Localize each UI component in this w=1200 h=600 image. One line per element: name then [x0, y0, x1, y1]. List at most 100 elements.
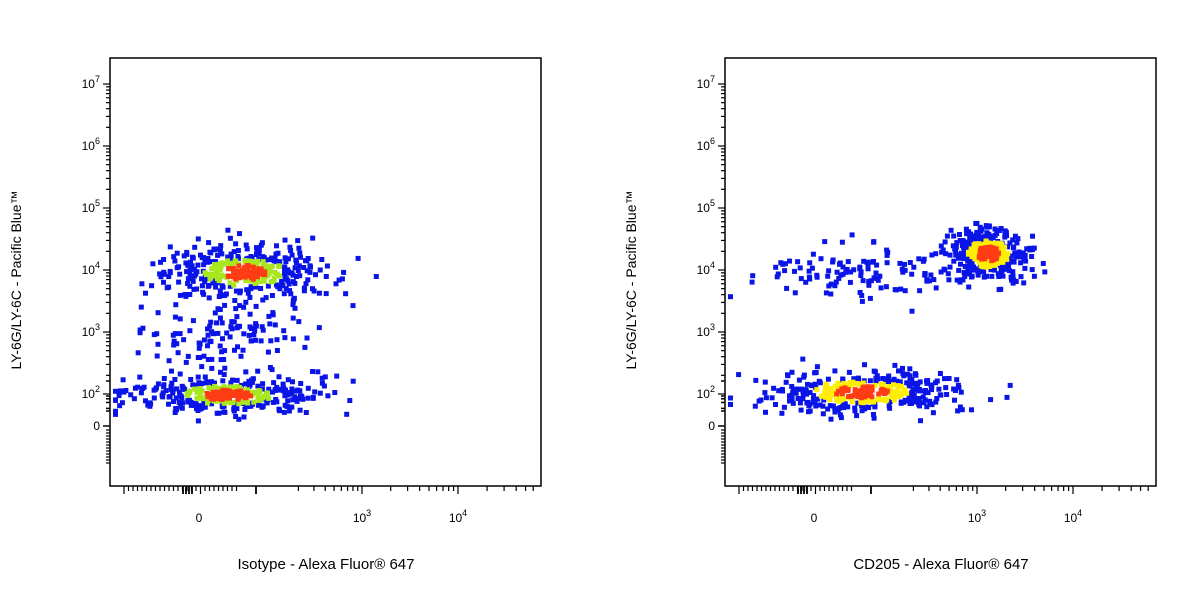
event-point — [302, 344, 308, 350]
event-point — [205, 400, 210, 406]
event-point — [789, 396, 795, 402]
event-point — [258, 286, 264, 291]
event-point — [238, 353, 244, 359]
event-point — [891, 382, 896, 388]
event-point — [1021, 280, 1027, 286]
event-point — [208, 250, 214, 256]
event-point — [882, 396, 888, 402]
event-point — [228, 273, 234, 279]
event-point — [297, 250, 303, 256]
event-point — [797, 265, 803, 271]
event-point — [285, 398, 291, 404]
event-point — [259, 386, 265, 392]
y-tick-label: 104 — [697, 260, 715, 277]
event-point — [336, 277, 342, 283]
event-point — [812, 381, 818, 387]
event-point — [812, 400, 818, 405]
event-point — [843, 269, 849, 275]
event-point — [989, 273, 995, 279]
event-point — [855, 400, 861, 406]
event-point — [858, 269, 864, 275]
event-point — [271, 275, 277, 281]
event-point — [334, 373, 340, 379]
event-point — [276, 374, 282, 380]
event-point — [983, 235, 989, 241]
event-point — [174, 386, 179, 392]
event-point — [820, 403, 826, 409]
event-point — [269, 293, 275, 298]
event-point — [234, 406, 240, 412]
event-point — [298, 393, 303, 399]
event-point — [219, 272, 224, 278]
event-point — [286, 281, 292, 287]
event-point — [246, 383, 252, 389]
event-point — [789, 384, 795, 389]
event-point — [1004, 394, 1010, 400]
event-point — [202, 404, 208, 410]
event-point — [260, 270, 266, 276]
event-point — [975, 248, 981, 254]
event-point — [1022, 265, 1028, 271]
event-point — [172, 314, 178, 320]
event-point — [807, 408, 813, 414]
event-point — [289, 252, 295, 258]
event-point — [787, 258, 792, 264]
event-point — [850, 379, 856, 385]
event-point — [912, 399, 918, 405]
event-point — [116, 393, 122, 399]
event-point — [898, 399, 904, 405]
event-point — [213, 284, 219, 290]
event-point — [185, 281, 191, 286]
event-point — [805, 399, 811, 405]
event-point — [832, 406, 838, 412]
event-point — [273, 251, 279, 257]
event-point — [184, 251, 190, 257]
event-point — [285, 269, 291, 274]
event-point — [958, 250, 964, 256]
event-point — [219, 251, 225, 257]
event-point — [980, 237, 986, 243]
event-point — [160, 390, 166, 396]
event-point — [897, 379, 903, 385]
event-point — [205, 343, 210, 349]
event-point — [113, 397, 118, 403]
event-point — [254, 277, 260, 283]
event-point — [295, 396, 301, 402]
event-point — [243, 403, 249, 409]
event-point — [929, 387, 934, 393]
event-point — [131, 396, 137, 402]
event-point — [190, 278, 196, 284]
event-point — [219, 283, 225, 289]
event-point — [260, 297, 266, 303]
event-point — [190, 255, 196, 261]
event-point — [243, 381, 249, 387]
event-point — [836, 384, 842, 390]
event-point — [303, 258, 308, 264]
event-point — [984, 224, 990, 230]
event-point — [237, 231, 242, 237]
event-point — [1029, 247, 1035, 253]
event-point — [1012, 250, 1018, 256]
event-point — [266, 386, 272, 392]
event-point — [825, 406, 831, 412]
event-point — [1010, 245, 1016, 251]
event-point — [975, 266, 981, 272]
event-point — [845, 404, 851, 410]
event-point — [1002, 266, 1008, 272]
event-point — [263, 295, 269, 301]
event-point — [232, 392, 238, 398]
event-point — [918, 418, 923, 424]
event-point — [350, 303, 356, 309]
event-point — [283, 259, 289, 265]
event-point — [266, 313, 272, 319]
event-point — [246, 332, 252, 338]
event-point — [906, 383, 912, 389]
event-point — [281, 328, 287, 334]
event-point — [884, 252, 890, 258]
event-point — [902, 397, 908, 403]
event-point — [859, 403, 865, 409]
event-point — [956, 385, 962, 390]
event-point — [202, 374, 208, 380]
event-point — [295, 387, 301, 393]
event-point — [915, 380, 921, 386]
